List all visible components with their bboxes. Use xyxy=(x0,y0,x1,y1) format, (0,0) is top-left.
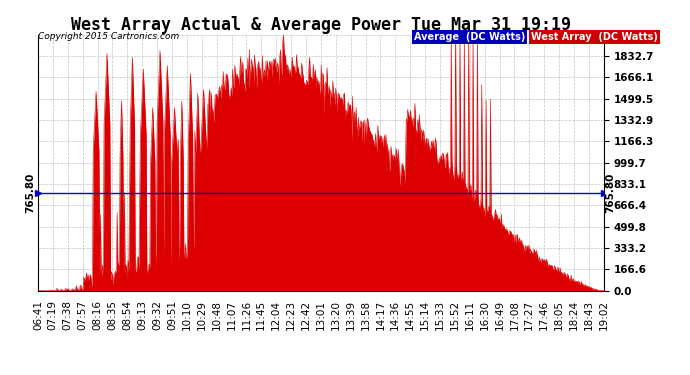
Text: Average  (DC Watts): Average (DC Watts) xyxy=(414,32,525,42)
Text: 765.80: 765.80 xyxy=(605,172,615,213)
Title: West Array Actual & Average Power Tue Mar 31 19:19: West Array Actual & Average Power Tue Ma… xyxy=(71,16,571,34)
Text: Copyright 2015 Cartronics.com: Copyright 2015 Cartronics.com xyxy=(38,32,179,41)
Text: 765.80: 765.80 xyxy=(25,172,35,213)
Text: West Array  (DC Watts): West Array (DC Watts) xyxy=(531,32,658,42)
